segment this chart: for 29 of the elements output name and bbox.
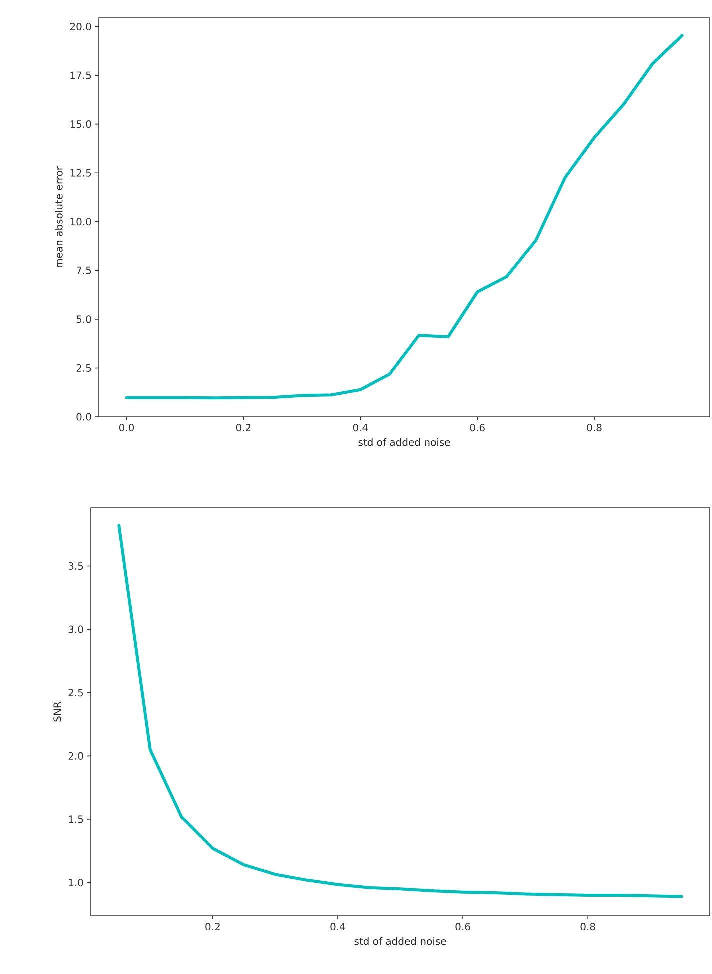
x-axis-title: std of added noise: [358, 438, 450, 446]
x-axis-title: std of added noise: [354, 937, 446, 946]
x-tick-label: 0.0: [119, 424, 134, 432]
y-tick-label: 0.0: [76, 413, 92, 421]
x-tick-label: 0.6: [456, 923, 470, 931]
line-series: [118, 524, 684, 898]
x-tick-label: 0.2: [236, 424, 251, 432]
y-tick-label: 2.5: [68, 689, 84, 697]
x-tick-label: 0.8: [580, 923, 596, 931]
y-axis-title: SNR: [54, 702, 62, 722]
y-axis-title: mean absolute error: [55, 166, 63, 268]
y-tick-label: 1.5: [69, 816, 84, 824]
y-tick-label: 3.5: [68, 562, 84, 570]
y-tick-label: 12.5: [70, 169, 92, 177]
y-tick-label: 1.0: [69, 879, 84, 887]
y-tick-label: 10.0: [70, 218, 92, 226]
x-tick-label: 0.4: [353, 424, 368, 432]
y-tick-label: 7.5: [76, 266, 92, 274]
y-tick-label: 2.5: [76, 364, 92, 372]
y-tick-label: 2.0: [68, 752, 84, 760]
y-tick-label: 20.0: [70, 22, 92, 31]
x-tick-label: 0.2: [206, 923, 220, 931]
x-tick-label: 0.8: [587, 424, 602, 432]
x-tick-label: 0.4: [330, 923, 346, 931]
y-tick-label: 3.0: [68, 626, 84, 634]
x-tick-label: 0.6: [470, 424, 485, 432]
y-tick-label: 5.0: [76, 316, 92, 324]
y-tick-label: 15.0: [70, 120, 92, 128]
y-tick-label: 17.5: [70, 72, 92, 80]
